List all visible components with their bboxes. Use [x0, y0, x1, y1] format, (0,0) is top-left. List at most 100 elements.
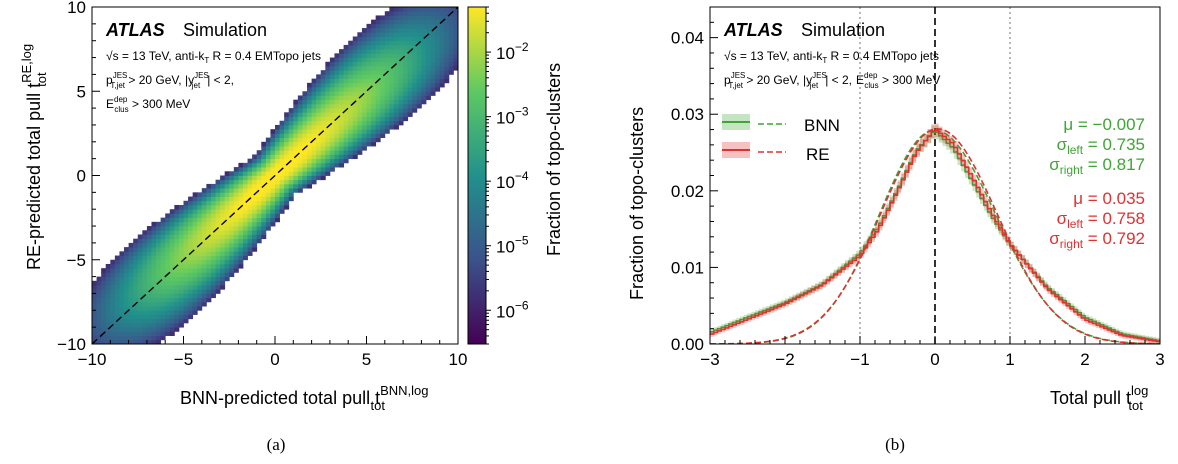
heatmap-cell — [210, 209, 216, 214]
heatmap-cell — [165, 226, 171, 231]
y-tick-label: 0.04 — [671, 29, 704, 48]
heatmap-cell — [197, 293, 203, 299]
heatmap-cell — [119, 259, 125, 265]
jes-sup-b: JES — [731, 71, 746, 80]
heatmap-cell — [124, 293, 129, 299]
heatmap-cell — [151, 234, 157, 240]
heatmap-cell — [183, 297, 189, 303]
heatmap-cell — [128, 263, 134, 269]
heatmap-cell — [371, 49, 377, 54]
heatmap-cell — [224, 171, 230, 176]
heatmap-cell — [156, 268, 162, 273]
heatmap-cell — [178, 247, 184, 252]
heatmap-cell — [384, 40, 390, 46]
heatmap-cell — [339, 129, 345, 134]
heatmap-cell — [421, 74, 427, 80]
heatmap-cell — [133, 251, 139, 256]
heatmap-cell — [393, 19, 399, 25]
colorbar-tick-label: 10−5 — [496, 234, 529, 257]
heatmap-cell — [160, 289, 166, 294]
heatmap-cell — [220, 234, 226, 240]
heatmap-cell — [201, 209, 207, 214]
heatmap-cell — [256, 230, 262, 235]
heatmap-cell — [343, 65, 349, 71]
heatmap-cell — [96, 322, 102, 328]
heatmap-cell — [371, 120, 377, 126]
heatmap-cell — [252, 234, 258, 240]
heatmap-cell — [398, 40, 404, 46]
heatmap-cell — [110, 293, 116, 299]
heatmap-cell — [169, 301, 175, 307]
heatmap-cell — [151, 327, 157, 332]
heatmap-cell — [133, 255, 139, 261]
heatmap-cell — [325, 167, 331, 172]
heatmap-cell — [160, 238, 166, 244]
heatmap-cell — [403, 103, 409, 109]
heatmap-cell — [343, 61, 349, 67]
heatmap-cell — [169, 230, 175, 235]
heatmap-cell — [146, 234, 152, 240]
heatmap-cell — [224, 255, 230, 261]
heatmap-cell — [288, 108, 294, 113]
heatmap-cell — [96, 301, 102, 307]
heatmap-cell — [380, 15, 386, 21]
heatmap-cell — [407, 82, 413, 88]
heatmap-cell — [284, 192, 290, 197]
heatmap-cell — [421, 23, 427, 29]
heatmap-cell — [146, 331, 152, 336]
heatmap-cell — [403, 91, 409, 96]
heatmap-cell — [398, 116, 404, 122]
heatmap-cell — [352, 137, 358, 143]
heatmap-cell — [361, 112, 367, 117]
heatmap-cell — [165, 314, 171, 320]
heatmap-cell — [279, 183, 285, 189]
heatmap-cell — [256, 175, 262, 181]
heatmap-cell — [316, 171, 322, 176]
heatmap-cell — [192, 263, 198, 269]
heatmap-cell — [325, 70, 331, 75]
heatmap-cell — [220, 175, 226, 181]
heatmap-cell — [224, 217, 230, 223]
heatmap-cell — [389, 32, 395, 37]
heatmap-cell — [421, 82, 427, 88]
heatmap-cell — [380, 65, 386, 71]
heatmap-cell — [320, 116, 326, 122]
heatmap-cell — [188, 213, 194, 219]
heatmap-cell — [238, 230, 244, 235]
heatmap-cell — [142, 318, 148, 324]
heatmap-cell — [448, 32, 454, 37]
heatmap-cell — [343, 120, 349, 126]
heatmap-cell — [384, 19, 390, 25]
heatmap-cell — [247, 192, 253, 197]
heatmap-cell — [320, 146, 326, 151]
heatmap-cell — [242, 238, 248, 244]
heatmap-cell — [160, 327, 166, 332]
heatmap-cell — [398, 49, 404, 54]
heatmap-cell — [178, 306, 184, 311]
heatmap-cell — [224, 179, 230, 185]
heatmap-cell — [425, 74, 431, 80]
heatmap-cell — [265, 226, 271, 231]
heatmap-cell — [398, 74, 404, 80]
heatmap-cell — [371, 124, 377, 130]
heatmap-cell — [169, 280, 175, 286]
heatmap-cell — [421, 36, 427, 42]
heatmap-cell — [160, 276, 166, 282]
heatmap-cell — [206, 285, 212, 290]
heatmap-cell — [380, 40, 386, 46]
heatmap-cell — [188, 200, 194, 206]
heatmap-cell — [325, 150, 331, 155]
heatmap-cell — [233, 217, 239, 223]
heatmap-cell — [393, 108, 399, 113]
heatmap-cell — [275, 124, 280, 130]
heatmap-cell — [233, 242, 239, 248]
heatmap-cell — [320, 70, 326, 75]
heatmap-cell — [275, 154, 280, 160]
heatmap-cell — [375, 91, 381, 96]
heatmap-cell — [215, 268, 221, 273]
heatmap-cell — [169, 213, 175, 219]
heatmap-cell — [270, 192, 276, 197]
heatmap-cell — [371, 74, 377, 80]
